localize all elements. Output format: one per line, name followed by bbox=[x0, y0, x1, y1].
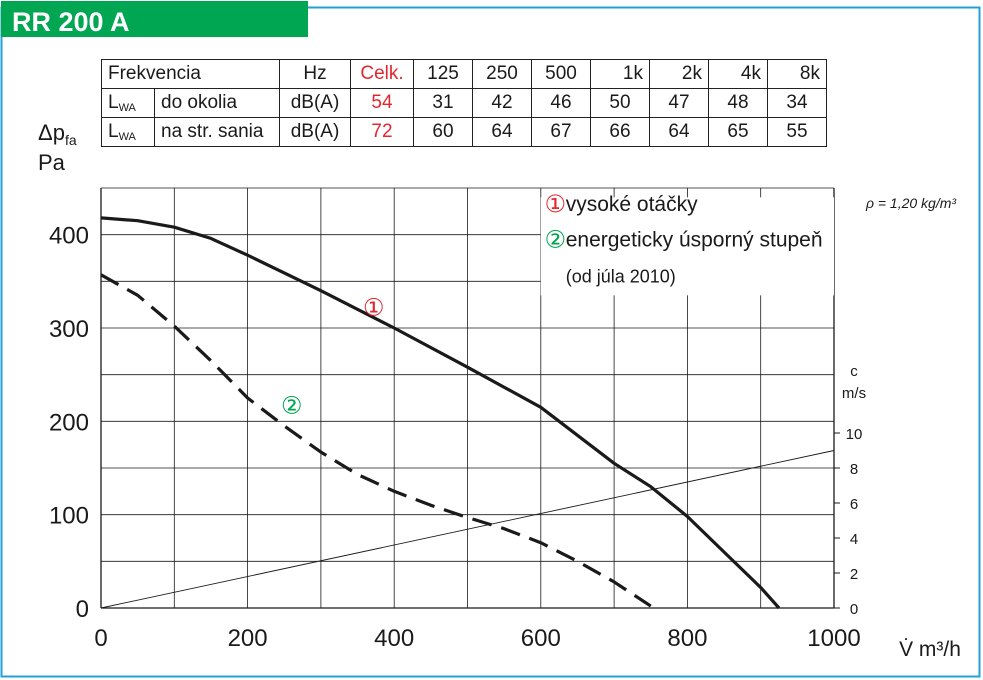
high-speed-curve bbox=[100, 216, 781, 610]
band-1k: 1k bbox=[590, 59, 650, 89]
row-value: 66 bbox=[590, 117, 650, 147]
curve-marker-2: ② bbox=[281, 392, 303, 420]
frequency-label: Frekvencia bbox=[101, 59, 280, 89]
c-tick-label: 10 bbox=[846, 426, 863, 443]
legend-note: (od júla 2010) bbox=[566, 267, 676, 287]
row-value: 67 bbox=[531, 117, 591, 147]
legend-panel bbox=[540, 197, 834, 296]
row-label: na str. sania bbox=[154, 117, 280, 147]
row-unit: dB(A) bbox=[279, 88, 351, 118]
row-value: 64 bbox=[472, 117, 532, 147]
table-header-row: Frekvencia Hz Celk. 125 250 500 1k 2k 4k… bbox=[101, 59, 827, 89]
y-tick-label: 200 bbox=[49, 409, 89, 436]
legend-marker-1: ① bbox=[544, 190, 566, 218]
y-axis-symbol: Δp bbox=[38, 120, 65, 145]
c-axis-unit: m/s bbox=[842, 385, 866, 402]
c-tick-label: 6 bbox=[850, 496, 858, 513]
row-value: 47 bbox=[649, 88, 709, 118]
row-value: 34 bbox=[767, 88, 827, 118]
band-8k: 8k bbox=[767, 59, 827, 89]
energy-saving-curve bbox=[100, 273, 652, 608]
product-title: RR 200 A bbox=[12, 7, 130, 37]
x-tick-label: 1000 bbox=[807, 625, 860, 652]
density-note: ρ = 1,20 kg/m³ bbox=[865, 195, 956, 211]
y-tick-label: 100 bbox=[49, 503, 89, 530]
legend-label-1: vysoké otáčky bbox=[566, 193, 698, 216]
legend-label-2: energeticky úsporný stupeň bbox=[566, 228, 823, 251]
row-value: 31 bbox=[413, 88, 473, 118]
y-tick-label: 0 bbox=[76, 596, 89, 623]
y-tick-label: 400 bbox=[49, 223, 89, 250]
header-bar bbox=[1, 1, 308, 37]
row-value: 50 bbox=[590, 88, 650, 118]
band-2k: 2k bbox=[649, 59, 709, 89]
row-value: 55 bbox=[767, 117, 827, 147]
lwa-l: L bbox=[108, 92, 119, 113]
curve-marker-1: ① bbox=[363, 294, 385, 322]
row-value: 42 bbox=[472, 88, 532, 118]
c-tick-label: 4 bbox=[850, 531, 858, 548]
lwa-symbol: LWA bbox=[101, 117, 155, 147]
c-axis-symbol: c bbox=[850, 363, 858, 380]
c-tick-label: 2 bbox=[850, 566, 858, 583]
noise-table: Frekvencia Hz Celk. 125 250 500 1k 2k 4k… bbox=[101, 59, 827, 147]
x-tick-label: 600 bbox=[521, 625, 561, 652]
row-value: 60 bbox=[413, 117, 473, 147]
x-tick-label: 200 bbox=[228, 625, 268, 652]
c-tick-label: 8 bbox=[850, 461, 858, 478]
lwa-sub: WA bbox=[118, 102, 136, 114]
air-velocity-line bbox=[100, 450, 835, 609]
row-value: 65 bbox=[708, 117, 768, 147]
x-axis-label: V̇ m³/h bbox=[899, 638, 961, 661]
band-250: 250 bbox=[472, 59, 532, 89]
legend-marker-2: ② bbox=[544, 225, 566, 253]
y-axis-subscript: fa bbox=[65, 132, 77, 148]
lwa-sub: WA bbox=[118, 131, 136, 143]
y-tick-label: 300 bbox=[49, 316, 89, 343]
x-tick-label: 0 bbox=[94, 625, 107, 652]
c-tick-label: 0 bbox=[850, 601, 858, 618]
table-row-inlet: LWA na str. sania dB(A) 72 60 64 67 66 6… bbox=[101, 117, 827, 147]
x-tick-label: 400 bbox=[374, 625, 414, 652]
x-tick-label: 800 bbox=[667, 625, 707, 652]
row-unit: dB(A) bbox=[279, 117, 351, 147]
lwa-l: L bbox=[108, 121, 119, 142]
frame-border bbox=[0, 6, 981, 678]
y-axis-label: Δpfa bbox=[38, 120, 77, 148]
y-axis-unit: Pa bbox=[38, 150, 66, 175]
row-value: 64 bbox=[649, 117, 709, 147]
